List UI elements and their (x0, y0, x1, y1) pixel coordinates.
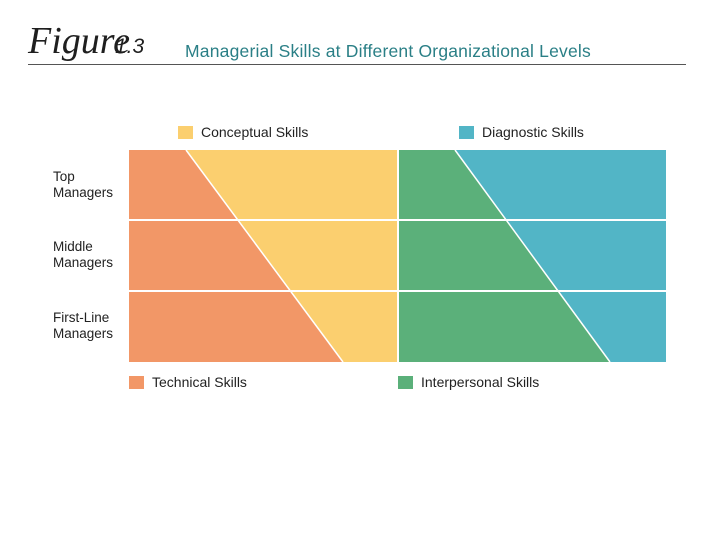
interpersonal-region (398, 150, 610, 362)
legend-technical-label: Technical Skills (152, 374, 247, 390)
row-label-middle-managers: Middle Managers (53, 239, 114, 270)
page-title: Managerial Skills at Different Organizat… (185, 41, 591, 61)
legend-interpersonal: Interpersonal Skills (398, 374, 539, 390)
left-diagonal-divider (185, 149, 344, 363)
title-divider (28, 64, 686, 65)
legend-conceptual: Conceptual Skills (178, 124, 308, 140)
diagnostic-swatch (459, 125, 474, 139)
conceptual-swatch (178, 125, 193, 139)
legend-diagnostic: Diagnostic Skills (459, 124, 584, 140)
legend-conceptual-label: Conceptual Skills (201, 124, 309, 140)
row-label-top-managers: Top Managers (53, 169, 114, 200)
legend-interpersonal-label: Interpersonal Skills (421, 374, 540, 390)
row-label-first-line-managers: First-Line Managers (53, 310, 114, 341)
figure-label-word: Figure (28, 20, 131, 62)
legend-technical: Technical Skills (129, 374, 247, 390)
figure-number: 1.3 (115, 35, 145, 58)
right-diagonal-divider (454, 149, 611, 363)
technical-region (129, 150, 343, 362)
interpersonal-swatch (398, 375, 413, 389)
legend-diagnostic-label: Diagnostic Skills (482, 124, 584, 140)
technical-swatch (129, 375, 144, 389)
